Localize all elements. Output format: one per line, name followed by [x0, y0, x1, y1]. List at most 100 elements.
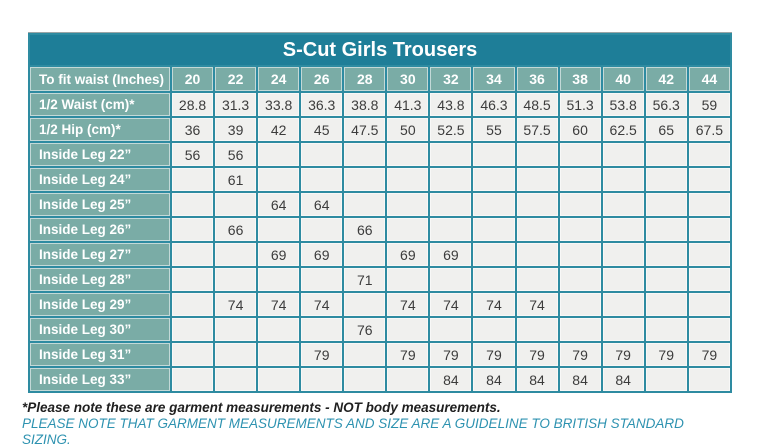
- size-cell: [473, 143, 515, 166]
- size-cell: [559, 318, 601, 341]
- size-cell: [172, 343, 214, 366]
- size-cell: [172, 168, 214, 191]
- size-cell: [645, 293, 687, 316]
- size-chart-table: S-Cut Girls Trousers To fit waist (Inche…: [28, 32, 732, 393]
- size-cell: [387, 368, 429, 391]
- size-cell: [258, 218, 300, 241]
- size-cell: 79: [516, 343, 558, 366]
- size-cell: [301, 268, 343, 291]
- size-cell: [473, 268, 515, 291]
- size-cell: 28.8: [172, 93, 214, 116]
- size-cell: 56: [215, 143, 257, 166]
- size-cell: [688, 368, 730, 391]
- size-cell: 48.5: [516, 93, 558, 116]
- size-cell: [258, 368, 300, 391]
- size-cell: [387, 218, 429, 241]
- size-cell: [215, 343, 257, 366]
- size-cell: [387, 268, 429, 291]
- size-cell: [602, 243, 644, 266]
- size-cell: 79: [473, 343, 515, 366]
- size-cell: [602, 293, 644, 316]
- size-cell: [559, 218, 601, 241]
- size-cell: 64: [301, 193, 343, 216]
- size-cell: 74: [215, 293, 257, 316]
- size-cell: 55: [473, 118, 515, 141]
- size-cell: [258, 343, 300, 366]
- size-cell: [688, 143, 730, 166]
- size-cell: 76: [344, 318, 386, 341]
- size-cell: [688, 243, 730, 266]
- size-cell: 36.3: [301, 93, 343, 116]
- column-header: 30: [387, 67, 429, 91]
- size-cell: 56.3: [645, 93, 687, 116]
- size-cell: [602, 218, 644, 241]
- size-cell: 38.8: [344, 93, 386, 116]
- size-cell: 56: [172, 143, 214, 166]
- size-cell: 52.5: [430, 118, 472, 141]
- table-row: Inside Leg 33” 84 84 84 84 84: [30, 368, 730, 391]
- size-cell: [172, 218, 214, 241]
- size-cell: [387, 193, 429, 216]
- column-header: 34: [473, 67, 515, 91]
- size-cell: 66: [344, 218, 386, 241]
- size-cell: [344, 293, 386, 316]
- size-cell: [258, 143, 300, 166]
- size-cell: 69: [387, 243, 429, 266]
- size-cell: [473, 168, 515, 191]
- size-cell: [215, 268, 257, 291]
- row-label: 1/2 Waist (cm)*: [30, 93, 170, 116]
- size-cell: [516, 318, 558, 341]
- size-cell: [215, 243, 257, 266]
- size-cell: [559, 168, 601, 191]
- size-cell: [688, 318, 730, 341]
- column-header: 36: [516, 67, 558, 91]
- size-cell: [215, 318, 257, 341]
- size-cell: 61: [215, 168, 257, 191]
- size-cell: 74: [301, 293, 343, 316]
- row-label: Inside Leg 26”: [30, 218, 170, 241]
- size-cell: [430, 268, 472, 291]
- size-cell: [172, 318, 214, 341]
- size-cell: [301, 218, 343, 241]
- size-cell: [473, 243, 515, 266]
- size-cell: [688, 168, 730, 191]
- size-cell: [559, 143, 601, 166]
- size-cell: [516, 243, 558, 266]
- size-cell: 84: [559, 368, 601, 391]
- footnotes: *Please note these are garment measureme…: [22, 400, 732, 448]
- size-cell: [430, 193, 472, 216]
- size-cell: [430, 318, 472, 341]
- table-row: Inside Leg 25” 64 64: [30, 193, 730, 216]
- size-cell: [301, 318, 343, 341]
- size-cell: [430, 168, 472, 191]
- column-header: 28: [344, 67, 386, 91]
- size-cell: [172, 268, 214, 291]
- size-cell: [559, 268, 601, 291]
- table-row: Inside Leg 31” 79 79 79 79 79 79 79 79 79: [30, 343, 730, 366]
- table-row: Inside Leg 27” 69 69 69 69: [30, 243, 730, 266]
- size-cell: 64: [258, 193, 300, 216]
- row-label: Inside Leg 24”: [30, 168, 170, 191]
- column-header: 20: [172, 67, 214, 91]
- size-cell: [172, 293, 214, 316]
- size-cell: 71: [344, 268, 386, 291]
- row-label: Inside Leg 25”: [30, 193, 170, 216]
- size-cell: 84: [473, 368, 515, 391]
- size-cell: 79: [430, 343, 472, 366]
- size-cell: 51.3: [559, 93, 601, 116]
- size-cell: [344, 168, 386, 191]
- size-cell: 69: [258, 243, 300, 266]
- size-cell: [344, 343, 386, 366]
- size-cell: [473, 318, 515, 341]
- size-cell: [688, 218, 730, 241]
- size-cell: 53.8: [602, 93, 644, 116]
- size-cell: [172, 243, 214, 266]
- size-cell: [645, 318, 687, 341]
- size-cell: [301, 143, 343, 166]
- table-row: Inside Leg 22” 56 56: [30, 143, 730, 166]
- size-cell: 84: [430, 368, 472, 391]
- size-cell: [559, 293, 601, 316]
- size-cell: [344, 368, 386, 391]
- size-cell: 31.3: [215, 93, 257, 116]
